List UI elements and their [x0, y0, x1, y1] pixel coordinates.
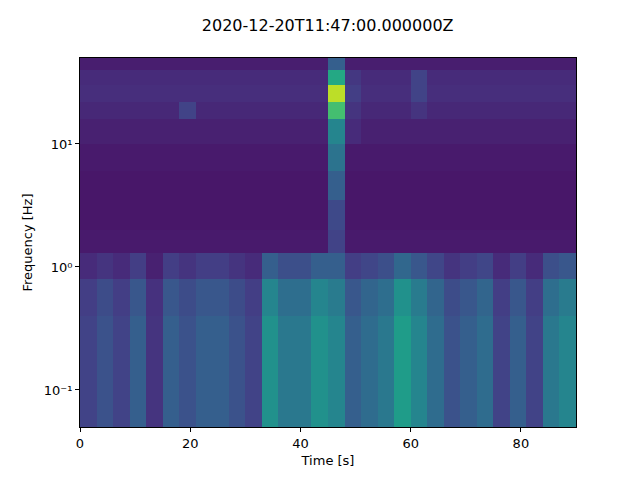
svg-text:Time [s]: Time [s] [301, 453, 355, 468]
svg-text:80: 80 [513, 436, 530, 451]
svg-text:Frequency [Hz]: Frequency [Hz] [20, 193, 35, 291]
svg-text:60: 60 [402, 436, 419, 451]
svg-text:0: 0 [76, 436, 84, 451]
svg-text:2020-12-20T11:47:00.000000Z: 2020-12-20T11:47:00.000000Z [202, 16, 454, 35]
svg-text:20: 20 [182, 436, 199, 451]
svg-text:40: 40 [292, 436, 309, 451]
svg-text:10¹: 10¹ [51, 137, 73, 152]
svg-text:10⁰: 10⁰ [51, 260, 73, 275]
svg-text:10⁻¹: 10⁻¹ [44, 383, 73, 398]
